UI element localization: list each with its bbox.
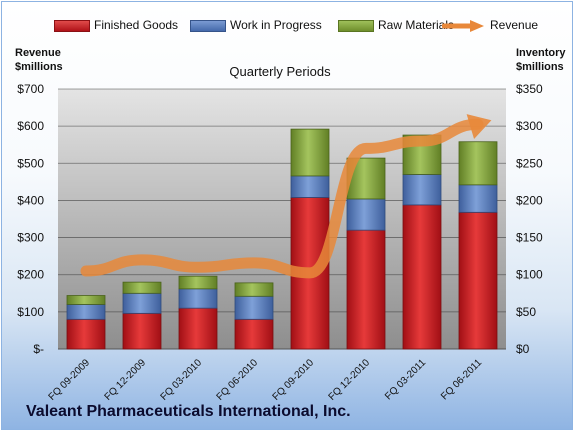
bar-finished-goods bbox=[122, 312, 162, 350]
revenue-arrowhead bbox=[466, 114, 492, 140]
left-tick-label: $- bbox=[33, 342, 44, 356]
left-tick-label: $300 bbox=[17, 231, 44, 245]
bar-work-in-progress bbox=[66, 304, 106, 320]
right-tick-label: $100 bbox=[516, 268, 543, 282]
x-tick-label: FQ 12-2010 bbox=[327, 357, 373, 403]
bar-work-in-progress bbox=[234, 295, 274, 320]
right-tick-label: $300 bbox=[516, 119, 543, 133]
bar-work-in-progress bbox=[402, 174, 442, 206]
right-axis-title: Inventory $millions bbox=[516, 46, 566, 74]
right-tick-label: $0 bbox=[516, 342, 530, 356]
x-tick-label: FQ 06-2010 bbox=[215, 357, 261, 403]
bar-raw-materials bbox=[290, 128, 330, 177]
bar-finished-goods bbox=[66, 318, 106, 350]
bar-finished-goods bbox=[402, 204, 442, 350]
legend-swatch-work-in-progress bbox=[190, 20, 226, 32]
bar-finished-goods bbox=[234, 318, 274, 350]
right-axis-title-line2: $millions bbox=[516, 61, 564, 73]
bar-finished-goods bbox=[178, 307, 218, 350]
legend-swatch-raw-materials bbox=[338, 20, 374, 32]
x-tick-label: FQ 06-2011 bbox=[439, 357, 484, 402]
left-tick-label: $500 bbox=[17, 156, 44, 170]
right-axis-title-line1: Inventory bbox=[516, 47, 566, 59]
legend-revenue-arrow-icon bbox=[442, 20, 484, 32]
bar-work-in-progress bbox=[346, 198, 386, 231]
right-tick-label: $200 bbox=[516, 193, 543, 207]
bar-work-in-progress bbox=[458, 184, 498, 213]
left-axis-title-line2: $millions bbox=[15, 61, 63, 73]
legend-label-revenue: Revenue bbox=[490, 18, 539, 32]
left-axis-title-line1: Revenue bbox=[15, 47, 61, 59]
left-axis-title: Revenue $millions bbox=[15, 46, 63, 74]
chart-plot: $- $0 $100 $50 $200 $100 $300 $150 $400 $200 $500 $… bbox=[17, 64, 543, 403]
bar-work-in-progress bbox=[122, 292, 162, 314]
bar-raw-materials bbox=[234, 282, 274, 297]
x-tick-label: FQ 09-2010 bbox=[271, 357, 317, 403]
bar-raw-materials bbox=[178, 275, 218, 290]
company-name: Valeant Pharmaceuticals International, I… bbox=[26, 403, 351, 420]
left-tick-label: $700 bbox=[17, 82, 44, 96]
right-tick-label: $150 bbox=[516, 231, 543, 245]
bar-raw-materials bbox=[66, 295, 106, 305]
x-tick-label: FQ 12-2009 bbox=[103, 357, 149, 403]
chart-title: Quarterly Periods bbox=[229, 64, 331, 79]
x-tick-label: FQ 03-2011 bbox=[383, 357, 428, 402]
bar-work-in-progress bbox=[178, 288, 218, 309]
bar-raw-materials bbox=[122, 281, 162, 294]
left-tick-label: $200 bbox=[17, 268, 44, 282]
x-tick-label: FQ 09-2009 bbox=[47, 357, 93, 403]
legend-label-finished-goods: Finished Goods bbox=[94, 18, 179, 32]
bar-raw-materials bbox=[458, 141, 498, 186]
left-tick-label: $600 bbox=[17, 119, 44, 133]
legend-swatch-finished-goods bbox=[54, 20, 90, 32]
right-tick-label: $250 bbox=[516, 156, 543, 170]
bar-finished-goods bbox=[458, 211, 498, 350]
right-tick-label: $50 bbox=[516, 305, 536, 319]
x-tick-label: FQ 03-2010 bbox=[159, 357, 205, 403]
legend-label-work-in-progress: Work in Progress bbox=[230, 18, 322, 32]
revenue-line bbox=[80, 118, 484, 279]
right-tick-label: $350 bbox=[516, 82, 543, 96]
left-tick-label: $100 bbox=[17, 305, 44, 319]
legend-label-raw-materials: Raw Materials bbox=[378, 18, 455, 32]
bar-finished-goods bbox=[346, 229, 386, 350]
left-tick-label: $400 bbox=[17, 193, 44, 207]
bar-work-in-progress bbox=[290, 175, 330, 198]
